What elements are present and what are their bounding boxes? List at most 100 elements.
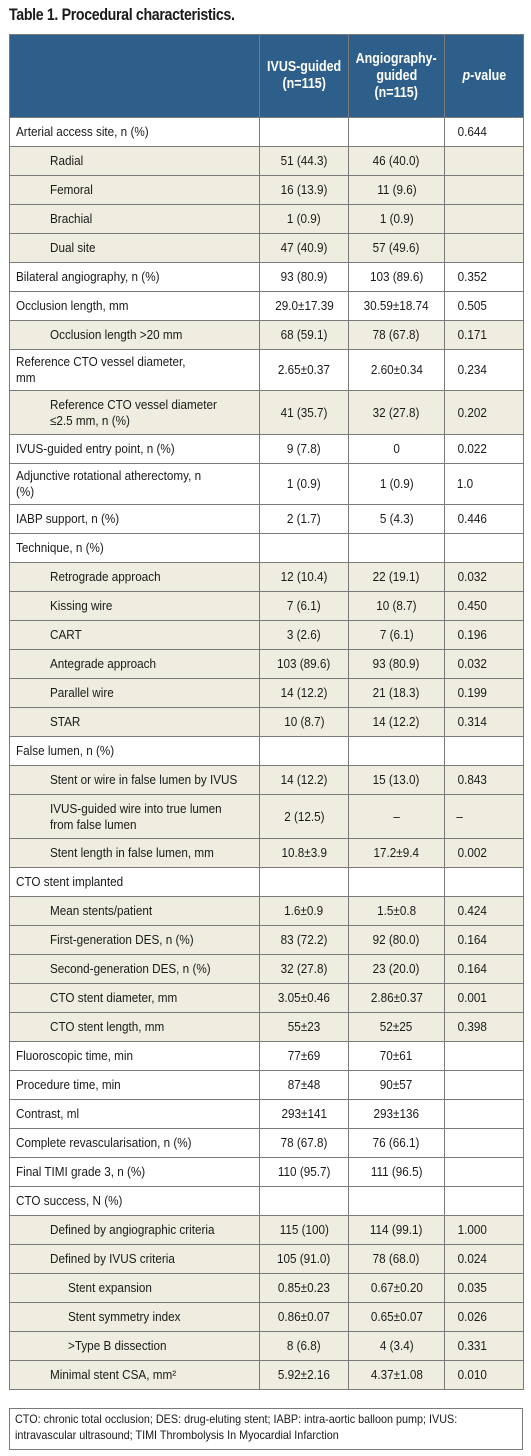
row-label: Defined by IVUS criteria [9, 1244, 260, 1274]
row-label: Technique, n (%) [9, 533, 260, 563]
header-row: IVUS-guided (n=115) Angiography- guided … [9, 34, 524, 118]
angio-value-text: 103 (89.6) [369, 269, 424, 284]
header-p-value-text: p-value [462, 68, 506, 85]
angio-value: 92 (80.0) [348, 925, 445, 955]
table-row: Adjunctive rotational atherectomy, n (%)… [9, 463, 524, 505]
p-value-text: 0.352 [457, 269, 487, 284]
row-label-text: Technique, n (%) [16, 540, 104, 555]
angio-value: 4 (3.4) [348, 1331, 445, 1361]
row-label-text: Arterial access site, n (%) [16, 124, 149, 139]
p-value [444, 1099, 524, 1129]
table-row: Antegrade approach 103 (89.6) 93 (80.9) 0.0… [9, 649, 524, 679]
ivus-value-text: 16 (13.9) [280, 182, 328, 197]
angio-value: 30.59±18.74 [348, 291, 445, 321]
p-value-text: 0.199 [457, 685, 487, 700]
row-label-text: Minimal stent CSA, mm² [50, 1367, 177, 1382]
table-row: False lumen, n (%) [9, 736, 524, 766]
ivus-value: 115 (100) [259, 1215, 349, 1245]
ivus-value-text: 2 (1.7) [287, 511, 321, 526]
p-value-text: 0.035 [457, 1280, 487, 1295]
angio-value: 2.86±0.37 [348, 983, 445, 1013]
header-angio-line1: Angiography- [355, 50, 438, 67]
row-label-text: Defined by IVUS criteria [50, 1251, 175, 1266]
ivus-value-text: 8 (6.8) [287, 1338, 321, 1353]
p-value [444, 1186, 524, 1216]
angio-value-text: 5 (4.3) [379, 511, 414, 526]
row-label-text: Occlusion length, mm [16, 298, 129, 313]
angio-value: 5 (4.3) [348, 504, 445, 534]
table-row: Femoral 16 (13.9) 11 (9.6) [9, 175, 524, 205]
p-value: 0.398 [444, 1012, 524, 1042]
ivus-value: 1 (0.9) [259, 204, 349, 234]
ivus-value-text: 10.8±3.9 [281, 845, 327, 860]
angio-value-text: 78 (68.0) [373, 1251, 420, 1266]
p-value-text: 0.022 [457, 441, 487, 456]
p-value: 0.164 [444, 925, 524, 955]
angio-value-text: 1 (0.9) [379, 211, 414, 226]
angio-value: 17.2±9.4 [348, 838, 445, 868]
ivus-value: 14 (12.2) [259, 678, 349, 708]
header-ivus-line2: (n=115) [282, 76, 326, 92]
angio-value-text: 11 (9.6) [376, 182, 417, 197]
ivus-value-text: 10 (8.7) [283, 714, 325, 729]
table-row: Stent expansion 0.85±0.23 0.67±0.20 0.035 [9, 1273, 524, 1303]
row-label: Femoral [9, 175, 260, 205]
row-label-text: Reference CTO vessel diameter ≤2.5 mm, n… [50, 396, 217, 428]
row-label: Stent length in false lumen, mm [9, 838, 260, 868]
row-label: CTO stent diameter, mm [9, 983, 260, 1013]
angio-value: 114 (99.1) [348, 1215, 445, 1245]
ivus-value: 83 (72.2) [259, 925, 349, 955]
angio-value-text: 78 (67.8) [373, 327, 420, 342]
table-row: IVUS-guided entry point, n (%) 9 (7.8) 0 0.… [9, 434, 524, 464]
row-label-text: False lumen, n (%) [16, 743, 115, 758]
ivus-value: 12 (10.4) [259, 562, 349, 592]
table-row: Complete revascularisation, n (%) 78 (67.… [9, 1128, 524, 1158]
angio-value-text: 4 (3.4) [379, 1338, 414, 1353]
p-value-text: 0.450 [457, 598, 487, 613]
p-value-text: – [456, 808, 463, 824]
ivus-value: 47 (40.9) [259, 233, 349, 263]
row-label: CTO stent length, mm [9, 1012, 260, 1042]
table-row: CTO stent diameter, mm 3.05±0.46 2.86±0.37… [9, 983, 524, 1013]
p-value: – [444, 794, 524, 839]
row-label: Minimal stent CSA, mm² [9, 1360, 260, 1390]
p-value: 0.314 [444, 707, 524, 737]
row-label-text: Bilateral angiography, n (%) [16, 269, 160, 284]
ivus-value-text: 0.85±0.23 [278, 1280, 330, 1295]
row-label-text: >Type B dissection [68, 1338, 167, 1353]
row-label: Second-generation DES, n (%) [9, 954, 260, 984]
ivus-value-text: 47 (40.9) [280, 240, 328, 255]
header-ivus-guided: IVUS-guided (n=115) [259, 34, 349, 118]
angio-value: 0.67±0.20 [348, 1273, 445, 1303]
p-value-text: 0.002 [457, 845, 487, 860]
angio-value-text: 15 (13.0) [373, 772, 420, 787]
ivus-value: 3 (2.6) [259, 620, 349, 650]
angio-value-text: 21 (18.3) [373, 685, 420, 700]
ivus-value-text: 55±23 [287, 1019, 321, 1034]
p-value-text: 1.0 [456, 476, 474, 491]
ivus-value-text: 2 (12.5) [283, 808, 325, 824]
p-value [444, 175, 524, 205]
ivus-value-text: 105 (91.0) [277, 1251, 331, 1266]
angio-value-text: 1 (0.9) [379, 476, 414, 491]
row-label: Stent symmetry index [9, 1302, 260, 1332]
angio-value-text: 70±61 [380, 1048, 413, 1063]
header-p-italic: p [462, 67, 470, 84]
row-label-text: Reference CTO vessel diameter, mm [16, 354, 186, 385]
row-label-text: Stent or wire in false lumen by IVUS [50, 772, 238, 787]
row-label: CTO stent implanted [9, 867, 260, 897]
row-label: False lumen, n (%) [9, 736, 260, 766]
footnote-text: CTO: chronic total occlusion; DES: drug-… [15, 1412, 458, 1442]
angio-value-text: 0.67±0.20 [370, 1280, 423, 1295]
table-row: Stent length in false lumen, mm 10.8±3.9 1… [9, 838, 524, 868]
row-label-text: Kissing wire [50, 598, 113, 613]
ivus-value: 14 (12.2) [259, 765, 349, 795]
angio-value: 78 (67.8) [348, 320, 445, 350]
table-row: Radial 51 (44.3) 46 (40.0) [9, 146, 524, 176]
p-value-text: 0.314 [457, 714, 487, 729]
ivus-value: 2.65±0.37 [259, 349, 349, 391]
ivus-value-text: 3.05±0.46 [278, 990, 330, 1005]
row-label: First-generation DES, n (%) [9, 925, 260, 955]
p-value-text: 0.843 [457, 772, 487, 787]
